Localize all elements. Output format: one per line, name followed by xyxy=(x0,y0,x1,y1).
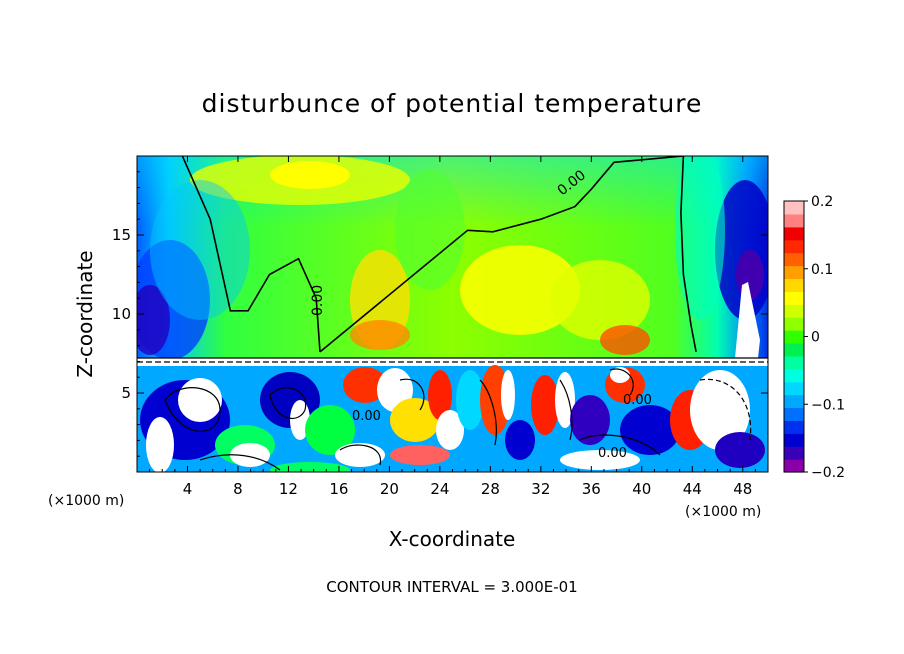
colorbar-swatch xyxy=(784,201,804,215)
colorbar-swatch xyxy=(784,304,804,318)
contour-label: 0.00 xyxy=(352,409,381,424)
colorbar-swatch xyxy=(784,213,804,228)
colorbar xyxy=(784,201,804,473)
y-axis-label: Z-coordinate xyxy=(73,250,97,377)
colorbar-swatch xyxy=(784,381,804,396)
colorbar-swatch xyxy=(784,446,804,460)
colorbar-swatch xyxy=(784,459,804,473)
x-tick-label: 12 xyxy=(279,480,298,498)
colorbar-swatch xyxy=(784,342,804,357)
upper-field-features xyxy=(137,156,768,360)
x-tick-label: 48 xyxy=(733,480,752,498)
colorbar-swatch xyxy=(784,420,804,434)
plot-area: 0.00 0.00 0.00 0.00 0.00 xyxy=(137,156,768,472)
contour-line-zero xyxy=(319,156,697,353)
colorbar-swatch xyxy=(784,317,804,331)
colorbar-swatch xyxy=(784,355,804,370)
colorbar-tick-label: 0 xyxy=(811,330,820,346)
x-axis-label: X-coordinate xyxy=(389,527,516,551)
x-unit-left: (×1000 m) xyxy=(48,493,124,509)
x-axis-ticks: 4 8 12 16 20 24 28 32 36 40 44 48 xyxy=(149,156,756,498)
colorbar-swatch xyxy=(784,291,804,305)
x-tick-label: 36 xyxy=(582,480,601,498)
colorbar-tick-label: −0.2 xyxy=(811,465,845,481)
colorbar-ticks: 0.2 0.1 0 −0.1 −0.2 xyxy=(804,194,845,481)
y-axis-ticks: 5 10 15 xyxy=(112,171,768,457)
colorbar-swatch xyxy=(784,330,804,344)
colorbar-swatch xyxy=(784,407,804,421)
colorbar-swatch xyxy=(784,226,804,241)
x-tick-label: 24 xyxy=(430,480,449,498)
y-tick-label: 15 xyxy=(112,226,131,244)
colorbar-swatch xyxy=(784,394,804,409)
lower-field-features xyxy=(137,358,768,472)
colorbar-tick-label: −0.1 xyxy=(811,397,845,413)
colorbar-swatch xyxy=(784,239,804,254)
chart-title: disturbunce of potential temperature xyxy=(202,89,703,118)
y-tick-label: 10 xyxy=(112,305,131,323)
contour-label: 0.00 xyxy=(623,393,652,408)
y-tick-label: 5 xyxy=(121,384,131,402)
contour-interval: CONTOUR INTERVAL = 3.000E-01 xyxy=(326,578,577,596)
x-unit-right: (×1000 m) xyxy=(685,504,761,520)
contour-label: 0.00 xyxy=(310,285,326,316)
colorbar-tick-label: 0.1 xyxy=(811,262,833,278)
x-tick-label: 16 xyxy=(329,480,348,498)
contour-lines-lower xyxy=(137,357,768,471)
colorbar-swatch xyxy=(784,265,804,280)
colorbar-swatch xyxy=(784,433,804,447)
colorbar-swatch xyxy=(784,278,804,292)
colorbar-swatch xyxy=(784,368,804,383)
contour-line-zero-left xyxy=(181,156,321,352)
x-tick-label: 20 xyxy=(380,480,399,498)
x-tick-label: 4 xyxy=(183,480,193,498)
x-tick-label: 28 xyxy=(481,480,500,498)
colorbar-tick-label: 0.2 xyxy=(811,194,833,210)
contour-label: 0.00 xyxy=(598,446,627,461)
colorbar-swatch xyxy=(784,252,804,267)
x-tick-label: 40 xyxy=(632,480,651,498)
x-tick-label: 8 xyxy=(233,480,243,498)
x-tick-label: 44 xyxy=(683,480,702,498)
x-tick-label: 32 xyxy=(531,480,550,498)
